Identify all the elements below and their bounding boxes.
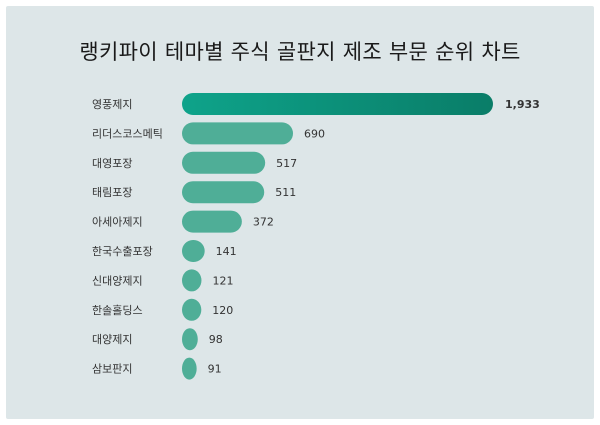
category-label: 한솔홀딩스 (92, 304, 143, 317)
category-label: 태림포장 (92, 186, 132, 199)
bar (182, 181, 265, 204)
bar (182, 93, 493, 115)
value-label: 690 (304, 127, 325, 140)
value-label: 120 (212, 304, 233, 317)
value-label: 511 (275, 186, 296, 199)
category-label: 영풍제지 (92, 98, 132, 111)
category-label: 신대양제지 (92, 274, 143, 287)
category-label: 삼보판지 (92, 363, 132, 376)
bar (182, 240, 205, 262)
bar (182, 357, 197, 380)
category-label: 대영포장 (92, 157, 132, 170)
category-label: 아세아제지 (92, 216, 143, 229)
value-label: 372 (253, 216, 274, 229)
chart-panel (6, 6, 594, 419)
value-label: 98 (209, 333, 223, 346)
bar (182, 269, 202, 292)
bar (182, 210, 242, 233)
value-label: 517 (276, 157, 297, 170)
bar (182, 151, 266, 174)
bar (182, 328, 198, 351)
value-label: 91 (208, 363, 222, 376)
bar (182, 122, 294, 145)
bar (182, 298, 202, 321)
category-label: 한국수출포장 (92, 245, 153, 258)
chart-title: 랭키파이 테마별 주식 골판지 제조 부문 순위 차트 (79, 40, 521, 64)
value-label: 141 (216, 245, 237, 258)
category-label: 대양제지 (92, 333, 132, 346)
value-label: 1,933 (505, 98, 540, 111)
category-label: 리더스코스메틱 (92, 127, 163, 140)
value-label: 121 (212, 274, 233, 287)
